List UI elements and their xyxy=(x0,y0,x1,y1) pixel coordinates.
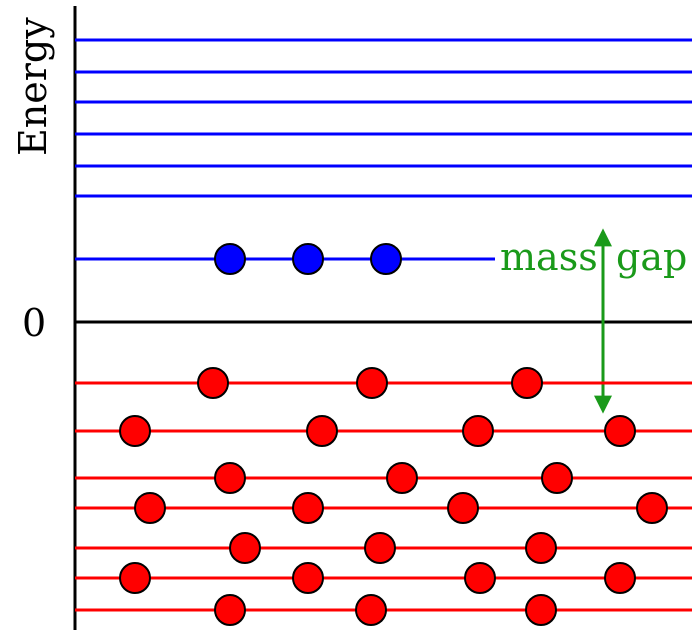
mass-gap-label-mass: mass xyxy=(500,235,598,279)
axis-label-energy: Energy xyxy=(11,17,55,156)
upper-energy-levels xyxy=(75,38,692,198)
blue-particle xyxy=(214,243,246,275)
red-particle xyxy=(511,367,543,399)
red-particle xyxy=(292,492,324,524)
red-particle xyxy=(604,562,636,594)
red-particle xyxy=(364,532,396,564)
red-particle xyxy=(604,415,636,447)
red-particle xyxy=(214,594,246,626)
red-particle xyxy=(229,532,261,564)
red-particle xyxy=(356,367,388,399)
red-particle xyxy=(292,562,324,594)
red-particle xyxy=(541,462,573,494)
blue-particle xyxy=(292,243,324,275)
zero-label: 0 xyxy=(22,301,46,345)
red-particle xyxy=(386,462,418,494)
occupied-upper-level xyxy=(75,243,495,275)
blue-particle xyxy=(370,243,402,275)
red-particle xyxy=(119,562,151,594)
red-particle xyxy=(355,594,387,626)
mass-gap-label-gap: gap xyxy=(616,235,687,279)
red-particle xyxy=(197,367,229,399)
red-particle xyxy=(462,415,494,447)
red-particle xyxy=(119,415,151,447)
red-particle xyxy=(636,492,668,524)
red-particle xyxy=(525,532,557,564)
red-particle xyxy=(134,492,166,524)
red-particle xyxy=(306,415,338,447)
red-particle xyxy=(447,492,479,524)
red-particle xyxy=(214,462,246,494)
red-particle xyxy=(464,562,496,594)
red-particle xyxy=(525,594,557,626)
filled-energy-levels xyxy=(75,367,692,626)
